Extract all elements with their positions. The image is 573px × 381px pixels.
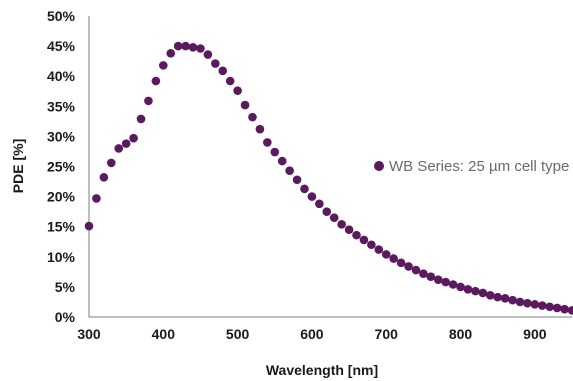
y-tick-label: 50% [47,8,76,24]
data-point [419,269,428,278]
data-point [136,114,146,124]
data-point [433,275,443,284]
y-axis-title: PDE [%] [10,139,26,193]
data-point [396,258,406,268]
data-point [448,280,458,289]
y-tick-label: 0% [55,309,76,325]
data-point [560,304,569,314]
y-tick-label: 10% [47,249,76,265]
data-point [277,156,287,166]
y-tick-label: 25% [47,159,76,175]
data-point [225,76,235,86]
data-point [374,245,384,254]
data-point [151,76,161,86]
y-tick-label: 45% [47,38,76,54]
data-point [196,44,205,53]
y-tick-label: 5% [55,279,76,295]
data-point [114,144,124,153]
data-point [240,100,250,110]
data-point [463,285,473,294]
data-point [456,282,465,292]
x-tick-label: 500 [226,326,250,342]
data-point [121,139,131,148]
data-point [537,301,547,310]
data-point [441,277,450,287]
data-point [530,300,540,309]
axes [88,16,572,318]
y-tick-label: 15% [47,219,76,235]
data-point [285,166,294,176]
data-point [144,96,153,106]
data-point [106,158,116,168]
data-point [99,173,109,182]
data-point [211,59,220,68]
data-point [203,50,213,59]
tick-labels: 300 400 500 600 700 800 900 0% 5% 10% 15% 20% 25% 30%… [47,8,547,342]
data-point [248,112,257,122]
data-point [173,41,183,51]
legend: WB Series: 25 µm cell type [374,158,569,175]
x-axis-title: Wavelength [nm] [266,362,378,378]
x-tick-label: 700 [375,326,399,342]
data-point [233,86,242,95]
y-tick-label: 20% [47,189,76,205]
y-tick-label: 30% [47,128,76,144]
data-point [337,219,346,229]
data-point [159,61,168,70]
data-point [270,147,280,157]
data-point [500,294,510,303]
x-tick-label: 300 [77,326,101,342]
data-point [315,199,324,209]
data-point [426,272,436,281]
data-point [359,235,369,245]
legend-marker [374,161,384,171]
x-tick-label: 600 [300,326,324,342]
data-point [188,43,198,52]
data-point [307,192,317,201]
data-point [508,295,517,305]
data-point [92,194,101,203]
data-point [292,175,302,185]
data-points [84,41,573,315]
data-point [300,184,309,194]
x-tick-label: 800 [449,326,473,342]
x-tick-label: 900 [523,326,547,342]
data-point [478,288,488,298]
y-tick-label: 35% [47,98,76,114]
data-point [381,250,391,259]
data-point [485,291,495,300]
data-point [322,207,332,216]
data-point [344,225,354,235]
data-point [567,306,573,315]
data-point [411,265,421,275]
x-tick-label: 400 [152,326,176,342]
data-point [263,138,272,147]
data-point [166,49,176,58]
data-point [389,254,398,263]
data-point [493,292,502,302]
y-tick-label: 40% [47,68,76,84]
data-point [329,213,339,222]
data-point [352,230,361,240]
data-point [515,297,525,307]
data-point [255,124,265,134]
data-point [552,303,562,313]
data-point [218,66,228,76]
data-point [545,302,555,312]
data-point [523,298,532,308]
data-point [471,286,480,296]
data-point [181,41,190,51]
data-point [84,221,94,231]
legend-label: WB Series: 25 µm cell type [389,158,569,175]
data-point [129,133,138,143]
data-point [367,240,376,250]
data-point [404,262,413,271]
